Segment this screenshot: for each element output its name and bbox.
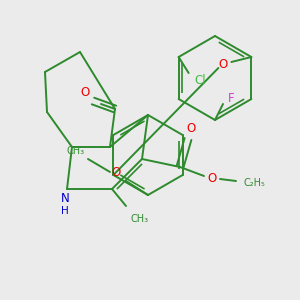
Text: CH₃: CH₃ — [131, 214, 149, 224]
Text: H: H — [61, 206, 69, 216]
Text: N: N — [61, 193, 69, 206]
Text: O: O — [207, 172, 217, 185]
Text: O: O — [80, 86, 90, 100]
Text: Cl: Cl — [195, 74, 206, 88]
Text: CH₃: CH₃ — [67, 146, 85, 156]
Text: O: O — [186, 122, 196, 136]
Text: O: O — [111, 166, 121, 178]
Text: O: O — [219, 58, 228, 71]
Text: C₂H₅: C₂H₅ — [243, 178, 265, 188]
Text: F: F — [228, 92, 234, 104]
